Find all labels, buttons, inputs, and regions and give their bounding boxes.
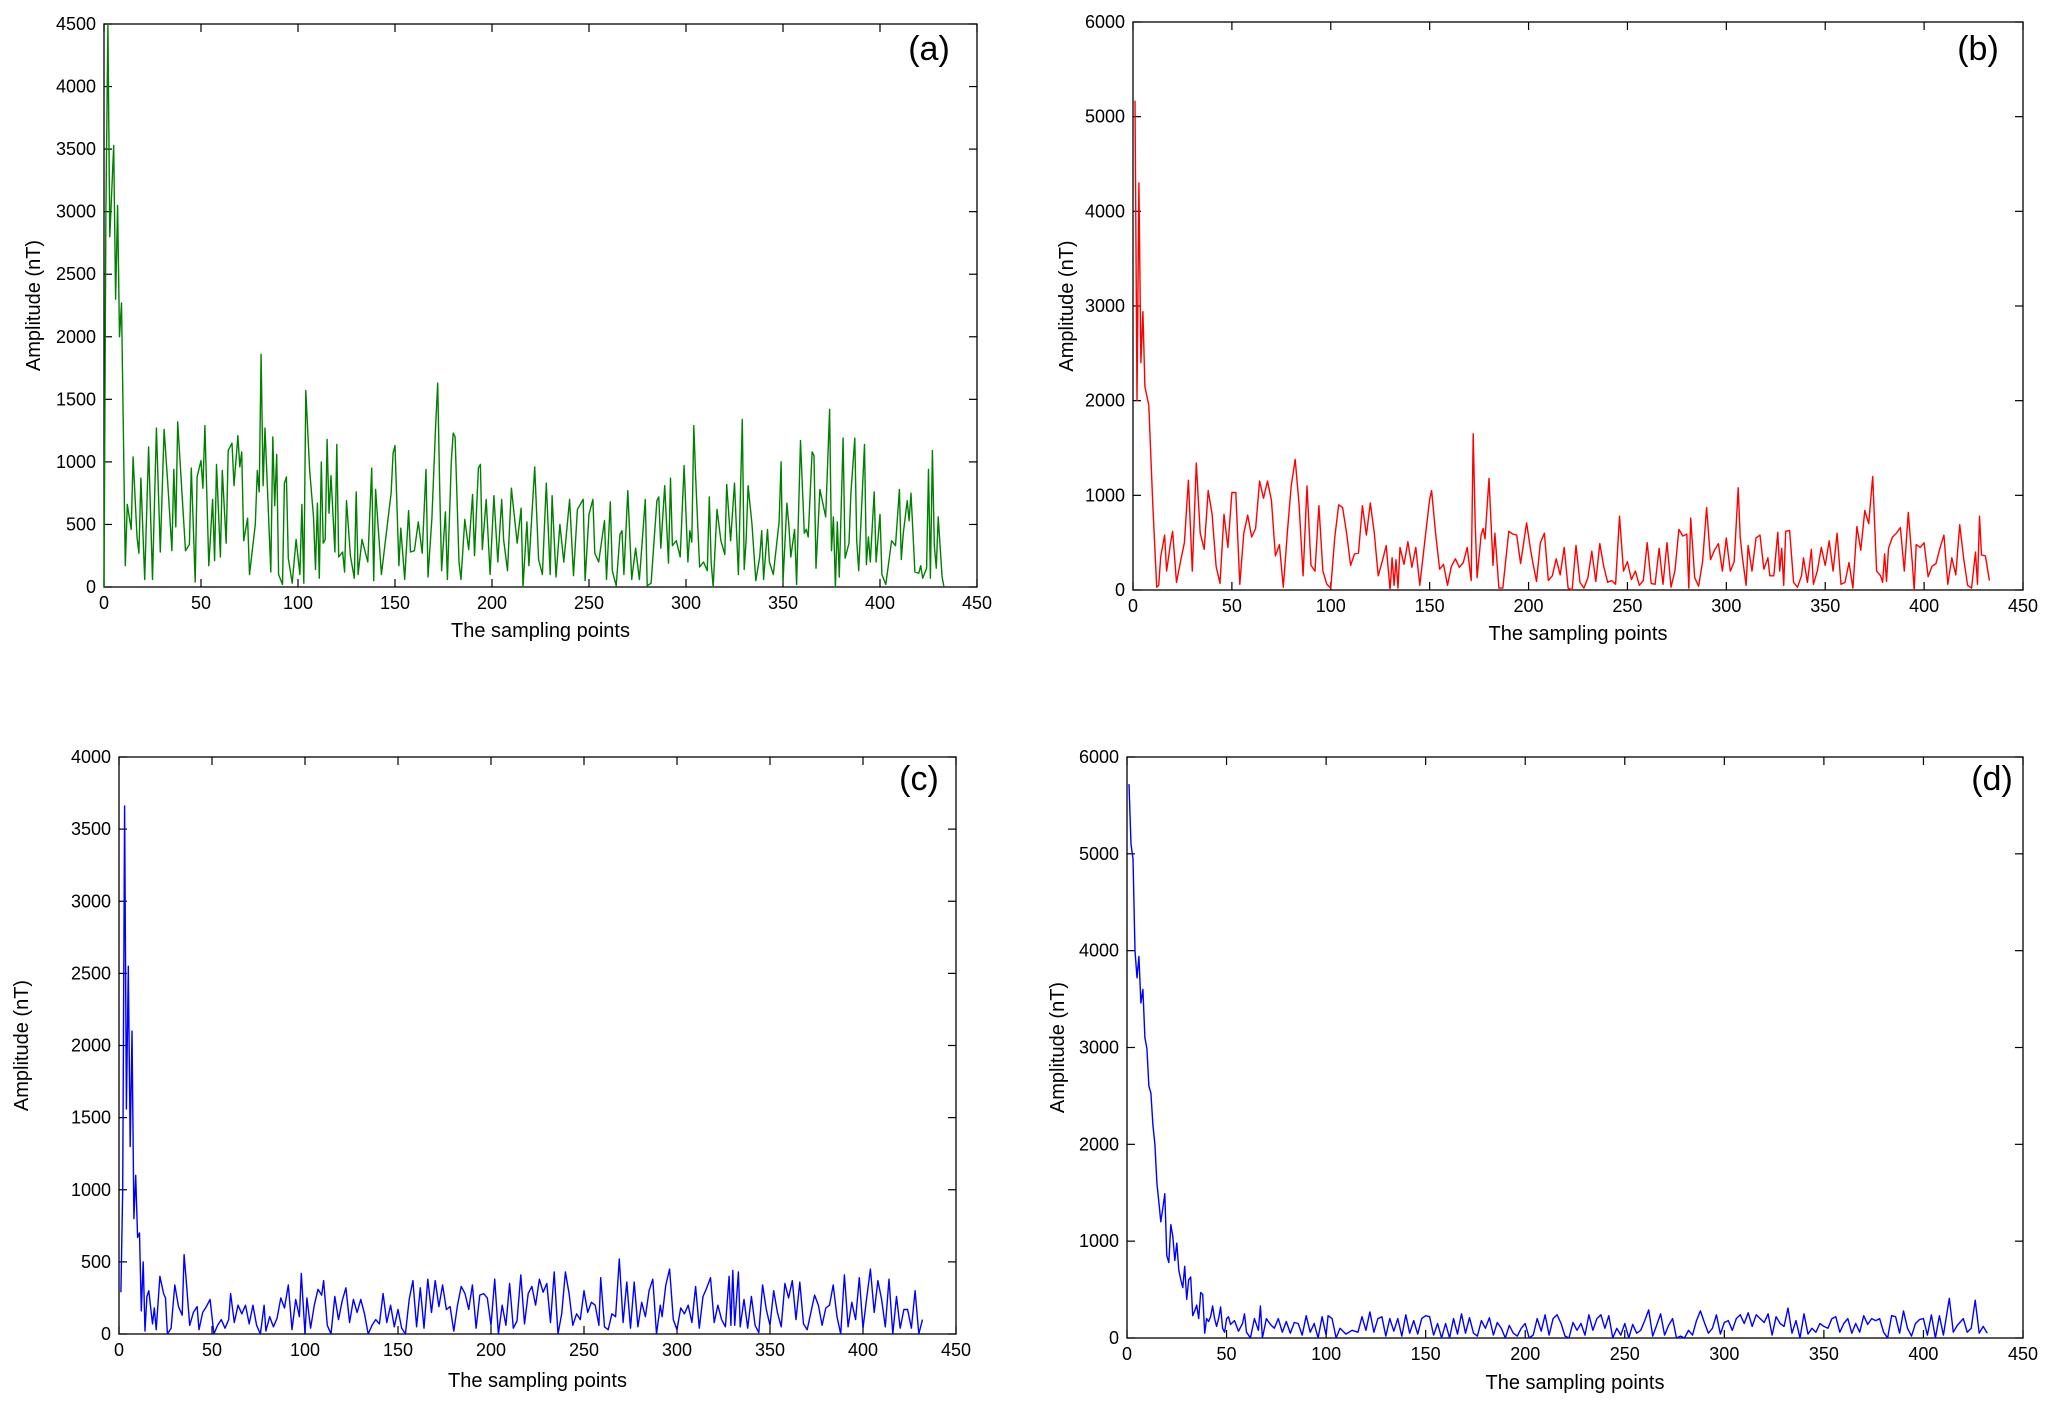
y-tick-label: 1000 bbox=[56, 452, 96, 472]
y-axis-label: Amplitude (nT) bbox=[1056, 240, 1078, 371]
x-tick-label: 100 bbox=[290, 1340, 320, 1360]
y-tick-label: 0 bbox=[101, 1324, 111, 1344]
x-tick-label: 200 bbox=[476, 1340, 506, 1360]
x-tick-label: 50 bbox=[202, 1340, 222, 1360]
x-tick-label: 150 bbox=[1415, 596, 1445, 616]
y-tick-label: 0 bbox=[1109, 1328, 1119, 1348]
y-tick-label: 4500 bbox=[56, 14, 96, 34]
plot-frame bbox=[103, 23, 978, 588]
x-tick-label: 200 bbox=[1510, 1344, 1540, 1364]
y-tick-label: 3500 bbox=[71, 819, 111, 839]
y-tick-label: 4000 bbox=[1079, 941, 1119, 961]
panel-label: (a) bbox=[908, 30, 950, 68]
x-tick-label: 450 bbox=[2008, 1344, 2038, 1364]
y-tick-label: 4000 bbox=[1085, 201, 1125, 221]
x-tick-label: 300 bbox=[662, 1340, 692, 1360]
amplitude-series-line bbox=[1128, 784, 1988, 1339]
amplitude-series-line bbox=[103, 23, 945, 588]
y-tick-label: 3000 bbox=[1079, 1038, 1119, 1058]
y-tick-label: 500 bbox=[81, 1252, 111, 1272]
y-tick-label: 1000 bbox=[1079, 1231, 1119, 1251]
x-tick-label: 350 bbox=[768, 593, 798, 613]
plot-frame bbox=[118, 756, 957, 1335]
x-axis-label: The sampling points bbox=[448, 1370, 627, 1392]
y-tick-label: 0 bbox=[86, 577, 96, 597]
y-tick-label: 2000 bbox=[71, 1036, 111, 1056]
y-tick-label: 4000 bbox=[71, 747, 111, 767]
x-tick-label: 250 bbox=[574, 593, 604, 613]
y-tick-label: 500 bbox=[66, 514, 96, 534]
y-tick-label: 3000 bbox=[56, 202, 96, 222]
x-tick-label: 150 bbox=[380, 593, 410, 613]
panel-c: 0 50 100 150 200 250 300 350 400 450 0 500 1000 1500 2… bbox=[11, 747, 971, 1392]
x-tick-label: 450 bbox=[2008, 596, 2038, 616]
panel-b: 0 50 100 150 200 250 300 350 400 450 0 1000 2000 3000… bbox=[1056, 12, 2038, 645]
x-tick-label: 450 bbox=[962, 593, 992, 613]
plot-frame bbox=[1126, 756, 2024, 1339]
y-tick-label: 1500 bbox=[56, 389, 96, 409]
x-tick-label: 0 bbox=[114, 1340, 124, 1360]
x-tick-label: 100 bbox=[283, 593, 313, 613]
x-tick-label: 0 bbox=[99, 593, 109, 613]
amplitude-series-line bbox=[120, 805, 924, 1335]
y-tick-label: 5000 bbox=[1079, 844, 1119, 864]
x-tick-label: 0 bbox=[1128, 596, 1138, 616]
y-tick-label: 1000 bbox=[71, 1180, 111, 1200]
x-tick-label: 350 bbox=[1809, 1344, 1839, 1364]
panel-label: (d) bbox=[1971, 760, 2013, 798]
x-axis-label: The sampling points bbox=[451, 620, 630, 642]
x-tick-label: 100 bbox=[1316, 596, 1346, 616]
y-tick-label: 2000 bbox=[1085, 391, 1125, 411]
y-tick-label: 0 bbox=[1115, 580, 1125, 600]
amplitude-series-line bbox=[1134, 100, 1991, 591]
x-tick-label: 300 bbox=[1709, 1344, 1739, 1364]
x-tick-label: 100 bbox=[1311, 1344, 1341, 1364]
x-tick-label: 50 bbox=[191, 593, 211, 613]
x-axis-label: The sampling points bbox=[1486, 1372, 1665, 1394]
x-tick-label: 300 bbox=[671, 593, 701, 613]
x-tick-label: 400 bbox=[1908, 1344, 1938, 1364]
x-tick-label: 400 bbox=[865, 593, 895, 613]
x-tick-label: 350 bbox=[1810, 596, 1840, 616]
x-tick-label: 350 bbox=[755, 1340, 785, 1360]
x-tick-label: 200 bbox=[477, 593, 507, 613]
x-tick-label: 400 bbox=[1909, 596, 1939, 616]
x-tick-label: 150 bbox=[383, 1340, 413, 1360]
y-tick-label: 3500 bbox=[56, 139, 96, 159]
x-tick-label: 150 bbox=[1411, 1344, 1441, 1364]
y-tick-label: 3000 bbox=[71, 891, 111, 911]
x-tick-label: 300 bbox=[1711, 596, 1741, 616]
y-tick-label: 6000 bbox=[1085, 12, 1125, 32]
x-tick-label: 450 bbox=[941, 1340, 971, 1360]
y-tick-label: 3000 bbox=[1085, 296, 1125, 316]
x-tick-label: 50 bbox=[1222, 596, 1242, 616]
x-tick-label: 400 bbox=[848, 1340, 878, 1360]
y-tick-label: 1500 bbox=[71, 1108, 111, 1128]
y-tick-label: 5000 bbox=[1085, 107, 1125, 127]
panel-d: 0 50 100 150 200 250 300 350 400 450 0 1000 2000 3000… bbox=[1047, 747, 2038, 1394]
x-tick-label: 250 bbox=[1610, 1344, 1640, 1364]
x-tick-label: 250 bbox=[1612, 596, 1642, 616]
y-axis-label: Amplitude (nT) bbox=[11, 980, 33, 1111]
x-tick-label: 50 bbox=[1217, 1344, 1237, 1364]
x-tick-label: 0 bbox=[1122, 1344, 1132, 1364]
y-tick-label: 2500 bbox=[71, 963, 111, 983]
y-tick-label: 1000 bbox=[1085, 485, 1125, 505]
panel-label: (c) bbox=[899, 760, 939, 798]
y-axis-label: Amplitude (nT) bbox=[23, 240, 45, 371]
y-tick-label: 2000 bbox=[56, 327, 96, 347]
y-tick-label: 6000 bbox=[1079, 747, 1119, 767]
panel-label: (b) bbox=[1957, 30, 1999, 68]
y-tick-label: 4000 bbox=[56, 77, 96, 97]
x-tick-label: 200 bbox=[1514, 596, 1544, 616]
x-tick-label: 250 bbox=[569, 1340, 599, 1360]
panel-a: 0 50 100 150 200 250 300 350 400 4500500100015002… bbox=[23, 14, 992, 642]
y-axis-label: Amplitude (nT) bbox=[1047, 982, 1069, 1113]
y-tick-label: 2500 bbox=[56, 264, 96, 284]
x-axis-label: The sampling points bbox=[1489, 623, 1668, 645]
plot-frame bbox=[1132, 21, 2024, 591]
y-tick-label: 2000 bbox=[1079, 1134, 1119, 1154]
